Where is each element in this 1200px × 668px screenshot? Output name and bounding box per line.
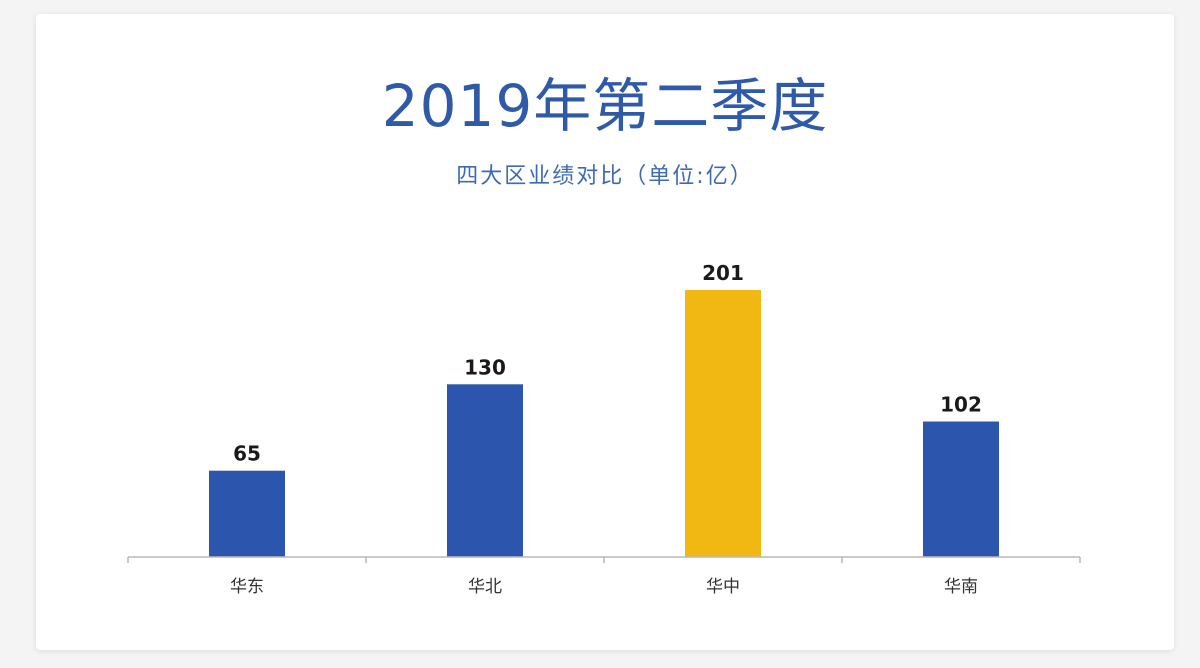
value-label-华南: 102 — [940, 393, 982, 417]
value-label-华北: 130 — [464, 355, 506, 379]
bar-华东 — [209, 470, 285, 557]
category-label-华南: 华南 — [944, 577, 978, 597]
bar-华中 — [685, 290, 761, 557]
bar-华北 — [447, 384, 523, 557]
category-label-华北: 华北 — [468, 577, 502, 597]
chart-title: 2019年第二季度 — [381, 72, 829, 140]
bar-华南 — [923, 421, 999, 557]
value-label-华东: 65 — [233, 442, 261, 466]
value-label-华中: 201 — [702, 261, 744, 285]
category-label-华中: 华中 — [706, 577, 740, 597]
chart-subtitle: 四大区业绩对比（单位:亿） — [456, 164, 754, 189]
category-label-华东: 华东 — [230, 577, 264, 597]
